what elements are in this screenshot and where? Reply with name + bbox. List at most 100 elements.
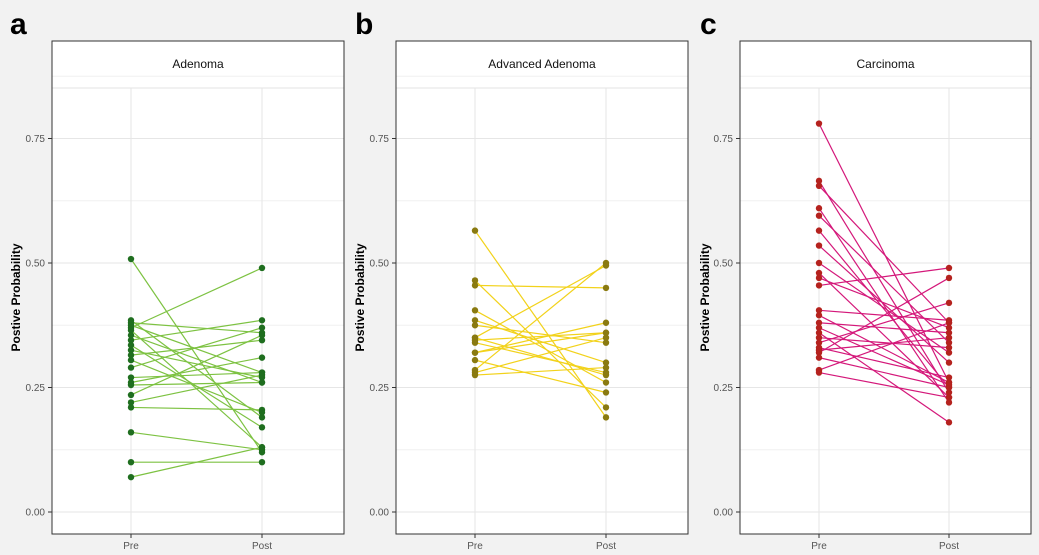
plot-area <box>740 41 1031 534</box>
pair-line <box>130 267 263 329</box>
x-tick-label: Pre <box>467 541 483 552</box>
pair-line <box>130 319 263 341</box>
pre-point <box>471 277 479 284</box>
pre-point <box>127 459 135 466</box>
pair-line <box>130 258 263 453</box>
pre-point <box>815 346 823 354</box>
pair-line <box>130 446 263 478</box>
y-tick-label: 0.00 <box>26 508 46 519</box>
post-point <box>602 414 610 421</box>
pre-point <box>127 336 135 344</box>
panel-b: Advanced Adenoma 0.00 0.25 0.50 0.75 Pre Post P… <box>353 8 689 552</box>
pre-point <box>127 473 135 481</box>
panel-title: Adenoma <box>172 57 224 71</box>
panel-c: Carcinoma 0.00 0.25 0.50 0.75 Pre Post Postive … <box>698 8 1032 552</box>
pair-line <box>818 277 950 354</box>
pair-line <box>818 322 950 371</box>
pair-line <box>130 327 263 369</box>
post-point <box>945 339 953 346</box>
pair-line <box>130 359 263 413</box>
post-point <box>602 259 610 267</box>
pair-line <box>818 302 950 344</box>
pair-line <box>818 337 950 349</box>
post-point <box>602 329 610 336</box>
post-point <box>258 406 266 414</box>
plot-area <box>396 41 688 534</box>
y-tick-label: 0.75 <box>370 134 390 145</box>
x-tick-label: Post <box>252 541 272 552</box>
post-point <box>258 444 266 451</box>
pair-line <box>818 215 950 344</box>
pre-point <box>471 356 479 364</box>
pair-line <box>130 324 263 374</box>
post-point <box>945 374 953 381</box>
pre-point <box>815 282 823 289</box>
post-point <box>945 299 953 307</box>
pair-line <box>818 262 950 354</box>
post-point <box>602 334 610 341</box>
y-tick-label: 0.00 <box>714 508 734 519</box>
pre-point <box>127 399 135 406</box>
pair-line <box>818 272 950 398</box>
pre-point <box>127 351 135 359</box>
pair-line <box>474 337 607 376</box>
pre-point <box>127 341 135 349</box>
panel-title: Carcinoma <box>856 57 914 71</box>
pre-point <box>471 334 479 341</box>
y-axis-label: Postive Probability <box>9 243 23 351</box>
pre-point <box>815 259 823 267</box>
pre-point <box>127 255 135 263</box>
panel-border <box>51 40 345 535</box>
pre-point <box>815 354 823 361</box>
pre-point <box>127 346 135 354</box>
pair-line <box>818 371 950 399</box>
pair-line <box>818 327 950 386</box>
pair-line <box>818 267 950 287</box>
pair-line <box>474 309 607 384</box>
pair-line <box>818 347 950 379</box>
post-point <box>602 359 610 366</box>
pre-point <box>815 312 823 319</box>
pair-line <box>130 322 263 334</box>
post-point <box>945 419 953 426</box>
pre-point <box>815 177 823 185</box>
panel-title: Advanced Adenoma <box>488 57 596 71</box>
panel-border <box>739 40 1032 535</box>
post-point <box>258 354 266 361</box>
pre-point <box>815 269 823 277</box>
post-point <box>945 359 953 366</box>
post-point <box>945 344 953 351</box>
pair-line <box>474 284 607 289</box>
pair-line <box>474 319 607 364</box>
x-tick-label: Pre <box>123 541 139 552</box>
post-point <box>602 339 610 346</box>
post-point <box>602 284 610 292</box>
pair-line <box>818 337 950 351</box>
y-tick-label: 0.75 <box>714 134 734 145</box>
y-tick-label: 0.50 <box>370 259 390 270</box>
post-point <box>602 389 610 396</box>
post-point <box>258 414 266 421</box>
panel-letter: c <box>700 8 717 41</box>
y-tick-label: 0.25 <box>370 383 390 394</box>
pair-line <box>474 337 607 374</box>
pre-point <box>815 319 823 326</box>
pair-line <box>818 230 950 388</box>
panel-letter: a <box>10 8 27 41</box>
pre-point <box>471 339 479 346</box>
pair-line <box>474 359 607 394</box>
post-point <box>602 404 610 411</box>
pair-line <box>474 264 607 339</box>
pre-point <box>127 332 135 339</box>
post-point <box>945 334 953 341</box>
pre-point <box>471 371 479 379</box>
post-point <box>945 319 953 326</box>
post-point <box>945 274 953 282</box>
post-point <box>602 319 610 326</box>
y-tick-label: 0.25 <box>714 383 734 394</box>
pair-line <box>474 324 607 344</box>
pre-point <box>471 322 479 329</box>
post-point <box>945 399 953 406</box>
plot-area <box>52 41 344 534</box>
post-point <box>258 324 266 331</box>
